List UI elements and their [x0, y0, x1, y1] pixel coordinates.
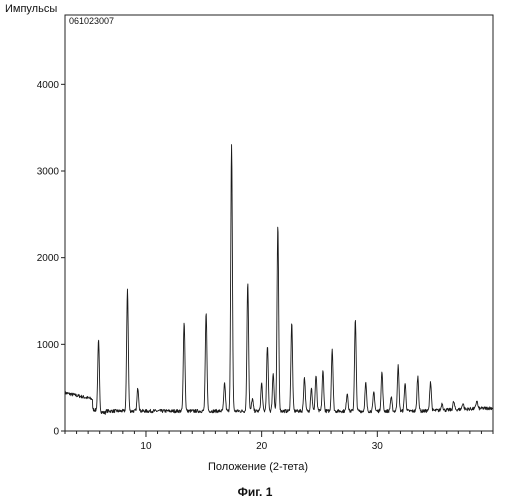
sample-id-label: 061023007 — [69, 16, 114, 26]
x-axis-title: Положение (2-тета) — [208, 461, 308, 473]
y-axis-title: Импульсы — [5, 3, 57, 15]
figure-caption: Фиг. 1 — [238, 485, 273, 499]
x-tick-label: 20 — [256, 441, 268, 452]
y-tick-label: 0 — [53, 427, 59, 438]
y-tick-label: 2000 — [37, 253, 60, 264]
y-tick-label: 3000 — [37, 167, 60, 178]
diffraction-pattern-line — [65, 145, 493, 415]
x-tick-label: 30 — [372, 441, 384, 452]
axes-layer: 0 1000 2000 3000 4000 10 20 30 — [37, 80, 493, 452]
x-tick-label: 10 — [140, 441, 152, 452]
y-tick-label: 4000 — [37, 80, 60, 91]
y-tick-label: 1000 — [37, 340, 60, 351]
